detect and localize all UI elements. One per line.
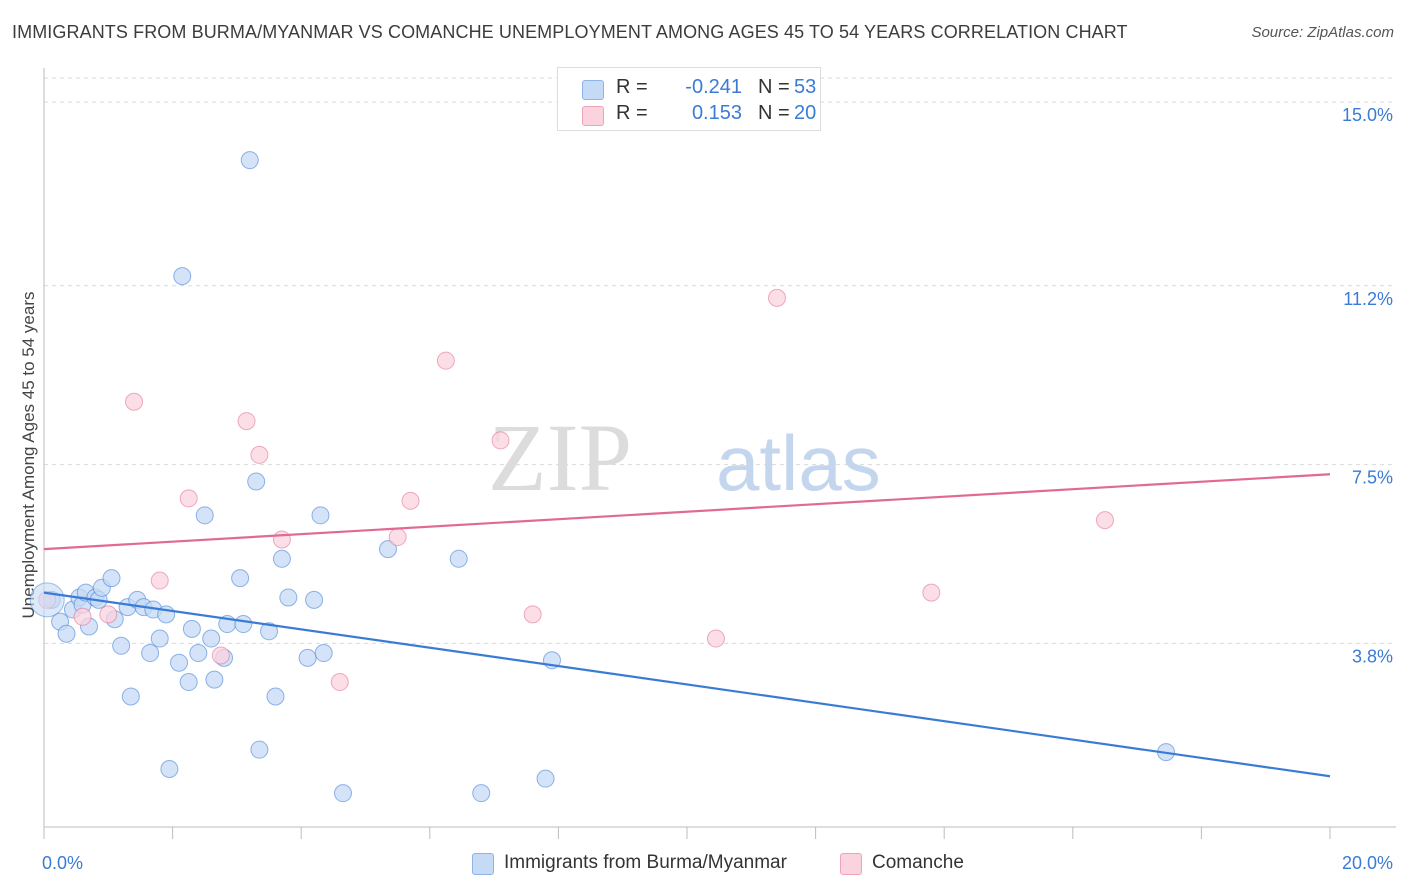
watermark-zip: ZIP: [488, 404, 632, 511]
burma-point: [298, 648, 317, 667]
watermark-atlas: atlas: [716, 419, 881, 507]
comanche-point: [523, 605, 542, 624]
burma-point: [240, 151, 259, 170]
burma-point: [536, 769, 555, 788]
burma-point: [179, 673, 198, 692]
series-name-comanche: Comanche: [872, 852, 964, 873]
comanche-trend-line: [43, 473, 1331, 551]
burma-point: [279, 588, 298, 607]
r-value: -0.241: [685, 76, 742, 98]
x-tick-label-max: 20.0%: [1342, 853, 1393, 873]
comanche-point: [706, 629, 725, 648]
trend-lines: [43, 473, 1331, 778]
tick-labels: 3.8% 7.5% 11.2% 15.0% 0.0% 20.0%: [42, 105, 1393, 873]
y-tick-label: 15.0%: [1342, 105, 1393, 125]
burma-point: [314, 644, 333, 663]
burma-point: [266, 687, 285, 706]
comanche-point: [73, 607, 92, 626]
burma-point: [173, 267, 192, 286]
y-tick-label: 7.5%: [1352, 468, 1393, 488]
series-swatch-comanche: [840, 853, 862, 875]
axes: [43, 68, 1396, 839]
comanche-point: [491, 431, 510, 450]
n-label: N =: [758, 102, 790, 124]
burma-point: [449, 549, 468, 568]
comanche-point: [768, 288, 787, 307]
stats-legend: R = -0.241 N = 53 R = 0.153 N = 20: [557, 67, 821, 131]
chart-title: IMMIGRANTS FROM BURMA/MYANMAR VS COMANCH…: [12, 22, 1128, 42]
n-value: 20: [794, 102, 817, 124]
burma-point: [202, 629, 221, 648]
burma-point: [195, 506, 214, 525]
burma-point-cluster: [29, 582, 65, 618]
r-label: R =: [616, 76, 648, 98]
comanche-point: [211, 646, 230, 665]
burma-point: [150, 629, 169, 648]
burma-point: [205, 670, 224, 689]
data-points: [29, 151, 1176, 803]
burma-point: [247, 472, 266, 491]
comanche-point: [150, 571, 169, 590]
series-name-burma: Immigrants from Burma/Myanmar: [504, 852, 787, 873]
y-tick-label: 3.8%: [1352, 646, 1393, 666]
burma-point: [170, 653, 189, 672]
comanche-point: [179, 489, 198, 508]
comanche-point: [272, 530, 291, 549]
burma-point: [160, 760, 179, 779]
burma-point: [260, 622, 279, 641]
burma-point: [121, 687, 140, 706]
burma-point: [102, 569, 121, 588]
burma-point: [112, 636, 131, 655]
comanche-point: [401, 491, 420, 510]
burma-point: [182, 619, 201, 638]
y-tick-label: 11.2%: [1343, 289, 1393, 309]
burma-point: [250, 740, 269, 759]
burma-point: [305, 590, 324, 609]
n-label: N =: [758, 76, 790, 98]
source-credit: Source: ZipAtlas.com: [1251, 24, 1394, 41]
burma-trend-line: [43, 591, 1331, 778]
burma-point: [231, 569, 250, 588]
burma-point: [472, 784, 491, 803]
comanche-point: [436, 351, 455, 370]
legend-swatch-burma: [582, 80, 604, 100]
r-value: 0.153: [691, 102, 742, 124]
legend-swatch-comanche: [582, 106, 604, 126]
comanche-point: [922, 583, 941, 602]
burma-point: [311, 506, 330, 525]
burma-point: [57, 624, 76, 643]
burma-point: [272, 549, 291, 568]
comanche-point: [250, 445, 269, 464]
n-value: 53: [794, 76, 817, 98]
burma-point: [189, 644, 208, 663]
burma-point: [141, 644, 160, 663]
series-swatch-burma: [472, 853, 494, 875]
x-tick-label-min: 0.0%: [42, 853, 83, 873]
comanche-point: [237, 412, 256, 431]
burma-point: [234, 615, 253, 634]
burma-point: [333, 784, 352, 803]
comanche-point: [99, 605, 118, 624]
comanche-point: [330, 673, 349, 692]
burma-point: [379, 540, 398, 559]
r-label: R =: [616, 102, 648, 124]
comanche-point: [125, 392, 144, 411]
comanche-point: [1095, 511, 1114, 530]
comanche-point: [388, 528, 407, 547]
